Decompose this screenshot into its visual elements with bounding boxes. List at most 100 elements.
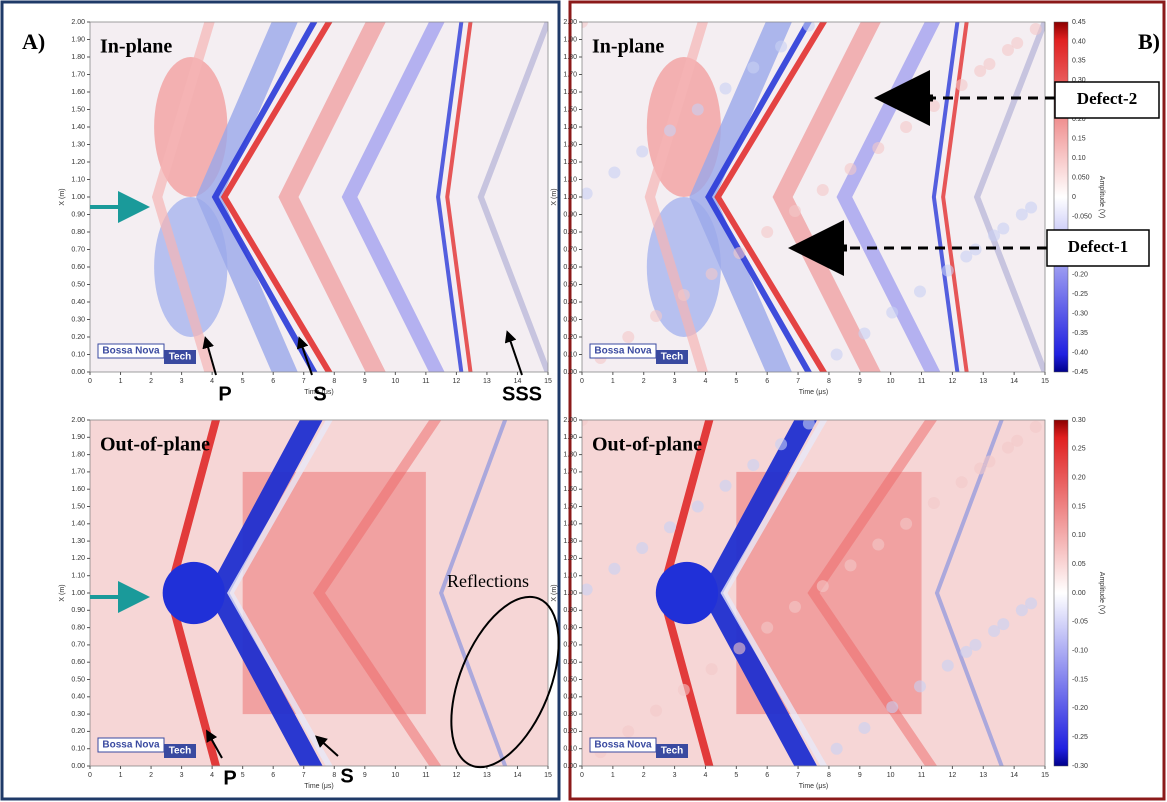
y-tick-label: 1.90 <box>563 434 577 441</box>
texture <box>845 163 857 175</box>
x-tick-label: 7 <box>302 378 306 385</box>
colorbar-tick-label: -0.25 <box>1072 291 1088 298</box>
y-tick-label: 0.30 <box>563 316 577 323</box>
x-tick-label: 10 <box>391 772 399 779</box>
texture <box>914 680 926 692</box>
y-tick-label: 1.70 <box>71 469 85 476</box>
y-tick-label: 1.60 <box>71 89 85 96</box>
colorbar-tick-label: 0.10 <box>1072 155 1086 162</box>
y-tick-label: 1.40 <box>71 124 85 131</box>
y-tick-label: 0.50 <box>71 281 85 288</box>
x-axis-label: Time (μs) <box>799 389 828 396</box>
x-tick-label: 15 <box>1041 378 1049 385</box>
x-tick-label: 12 <box>949 772 957 779</box>
texture <box>928 100 940 112</box>
texture <box>636 542 648 554</box>
logo-text: Bossa Nova <box>102 346 160 357</box>
y-tick-label: 0.10 <box>563 746 577 753</box>
y-tick-label: 0.00 <box>71 369 85 376</box>
texture <box>956 476 968 488</box>
texture <box>942 660 954 672</box>
x-tick-label: 8 <box>332 378 336 385</box>
texture <box>886 701 898 713</box>
texture <box>872 142 884 154</box>
texture <box>775 438 787 450</box>
colorbar-tick-label: 0.15 <box>1072 136 1086 143</box>
texture <box>664 521 676 533</box>
x-tick-label: 12 <box>949 378 957 385</box>
texture <box>914 286 926 298</box>
texture <box>789 205 801 217</box>
y-tick-label: 0.90 <box>563 211 577 218</box>
x-tick-label: 14 <box>1010 378 1018 385</box>
plot-title: Out-of-plane <box>592 434 702 456</box>
heatmap <box>576 13 1048 381</box>
texture <box>960 251 972 263</box>
x-tick-label: 2 <box>642 772 646 779</box>
y-tick-label: 0.80 <box>71 229 85 236</box>
texture <box>581 188 593 200</box>
x-tick-label: 3 <box>673 378 677 385</box>
y-tick-label: 0.50 <box>563 281 577 288</box>
texture <box>622 725 634 737</box>
x-tick-label: 15 <box>1041 772 1049 779</box>
colorbar-tick-label: -0.10 <box>1072 648 1088 655</box>
x-tick-label: 3 <box>180 772 184 779</box>
x-tick-label: 3 <box>180 378 184 385</box>
y-tick-label: 2.00 <box>71 417 85 424</box>
texture <box>1030 421 1042 433</box>
x-tick-label: 0 <box>88 378 92 385</box>
colorbar-tick-label: 0.20 <box>1072 475 1086 482</box>
texture <box>956 79 968 91</box>
x-tick-label: 4 <box>704 772 708 779</box>
y-tick-label: 0.70 <box>71 246 85 253</box>
y-tick-label: 0.00 <box>563 369 577 376</box>
y-tick-label: 1.80 <box>563 54 577 61</box>
y-tick-label: 1.40 <box>563 124 577 131</box>
y-tick-label: 0.60 <box>563 659 577 666</box>
y-tick-label: 2.00 <box>71 19 85 26</box>
x-tick-label: 13 <box>979 378 987 385</box>
colorbar-tick-label: -0.35 <box>1072 330 1088 337</box>
texture <box>775 41 787 53</box>
y-tick-label: 1.00 <box>563 194 577 201</box>
x-axis-label: Time (μs) <box>304 783 333 790</box>
texture <box>664 125 676 137</box>
y-tick-label: 0.30 <box>71 711 85 718</box>
plot-title: Out-of-plane <box>100 434 210 456</box>
y-axis-label: X (m) <box>59 584 66 601</box>
texture <box>733 247 745 259</box>
x-tick-label: 1 <box>119 772 123 779</box>
colorbar-tick-label: -0.050 <box>1072 213 1092 220</box>
y-tick-label: 0.40 <box>563 694 577 701</box>
x-tick-label: 8 <box>332 772 336 779</box>
x-tick-label: 1 <box>119 378 123 385</box>
texture <box>608 563 620 575</box>
texture <box>747 459 759 471</box>
colorbar-tick-label: -0.45 <box>1072 369 1088 376</box>
texture <box>960 646 972 658</box>
heatmap <box>576 411 1045 774</box>
blob <box>163 562 225 624</box>
y-tick-label: 1.40 <box>71 521 85 528</box>
y-axis-label: X (m) <box>551 188 558 205</box>
x-tick-label: 13 <box>979 772 987 779</box>
x-tick-label: 13 <box>483 378 491 385</box>
texture <box>900 518 912 530</box>
texture <box>581 584 593 596</box>
x-tick-label: 9 <box>363 772 367 779</box>
y-tick-label: 0.20 <box>71 334 85 341</box>
colorbar-label: Amplitude (V) <box>1098 176 1105 218</box>
y-tick-label: 1.10 <box>71 573 85 580</box>
x-tick-label: 10 <box>887 772 895 779</box>
y-tick-label: 0.70 <box>71 642 85 649</box>
y-tick-label: 1.30 <box>71 538 85 545</box>
y-tick-label: 0.60 <box>71 264 85 271</box>
colorbar-tick-label: 0.40 <box>1072 38 1086 45</box>
colorbar-tick-label: -0.40 <box>1072 349 1088 356</box>
y-tick-label: 1.20 <box>563 555 577 562</box>
texture <box>692 104 704 116</box>
x-tick-label: 8 <box>827 772 831 779</box>
colorbar-tick-label: -0.30 <box>1072 311 1088 318</box>
y-tick-label: 0.90 <box>563 607 577 614</box>
